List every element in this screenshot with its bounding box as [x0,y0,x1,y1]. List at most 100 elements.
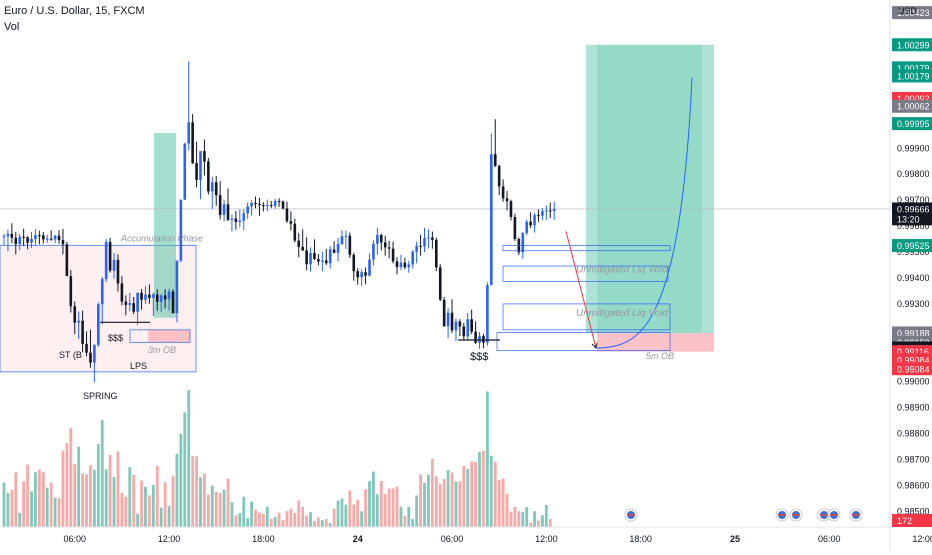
volume-bar [474,461,477,527]
void-label-upper: Unmitigated Liq Void [576,264,668,275]
st-label: ST (B [59,350,82,360]
candle [222,199,226,222]
candle [513,213,517,241]
time-tick-label: 24 [353,534,363,544]
symbol-title[interactable]: Euro / U.S. Dollar, 15, FXCM [4,5,145,17]
volume-bar [340,498,344,527]
candle [148,284,151,304]
volume-bar [360,511,364,527]
volume-bar [85,474,88,527]
volume-bar [206,494,210,527]
candle [104,239,108,282]
volume-bar [92,469,96,527]
svg-text:1.00092: 1.00092 [897,94,930,104]
candle [552,201,556,221]
candle [159,293,163,312]
candle [497,164,501,195]
volume-bar [18,512,22,527]
candle [214,176,218,206]
volume-bar [305,515,309,527]
price-label: 0.99525 [892,239,932,253]
price-tick-label: 0.98500 [897,506,930,516]
candle [140,289,143,310]
price-tick-label: 0.98600 [897,480,930,490]
volume-bar [533,511,536,527]
candle [254,196,257,209]
candle [454,318,458,342]
candle [415,241,418,264]
volume-bar [65,443,69,527]
candle [266,199,269,212]
candle [427,229,430,249]
candle [423,227,426,253]
candle [462,322,466,340]
price-tick-label: 0.99300 [897,299,930,309]
candle [218,181,222,220]
volume-bar [344,504,348,527]
candle [324,248,328,265]
price-label: 172 [892,514,932,528]
volume-indicator-label[interactable]: Vol [4,21,20,33]
event-flag-icon [817,508,831,522]
volume-bar [427,474,430,527]
price-label: 1.00299 [892,38,932,52]
candle [379,233,383,251]
event-flag-icon [624,508,638,522]
entry-zone [154,133,176,318]
volume-bar [505,493,509,527]
volume-bar [348,490,352,527]
volume-bar [148,495,151,527]
volume-bar [415,495,419,527]
volume-bar [81,473,84,527]
event-flag-icon [849,508,863,522]
volume-bar [183,412,187,527]
candle [340,230,344,246]
volume-bar [423,482,426,527]
volume-bar [57,498,61,527]
volume-bar [246,518,250,527]
candle [332,241,336,254]
volume-bar [434,476,438,527]
volume-bar [356,499,360,527]
volume-bar [195,456,198,527]
svg-text:1.00179: 1.00179 [897,63,930,73]
volume-bar [269,518,273,527]
volume-bar [368,481,371,527]
candle [399,254,403,270]
candle [395,257,399,275]
candle [112,253,116,279]
candle [26,236,29,250]
volume-bar [328,523,332,527]
candle [22,228,25,246]
volume-bar [446,469,450,527]
candle [179,199,183,263]
svg-text:0.99084: 0.99084 [897,364,930,374]
price-scale-currency[interactable]: USD [898,6,918,16]
volume-bar [100,420,104,527]
candle [490,133,493,286]
volume-bar [293,512,297,527]
volume-bar [273,516,277,527]
candle [387,240,391,259]
volume-bar [544,504,548,527]
volume-bar [30,491,33,527]
volume-bar [513,506,517,527]
volume-bar [336,500,340,527]
volume-bar [529,522,533,527]
candle [42,232,45,244]
volume-bar [548,519,552,527]
candle [376,227,379,255]
candle [356,268,359,285]
volume-bar [238,513,242,527]
ob-label-right: 5m OB [646,351,674,361]
volume-bar [61,450,65,527]
time-tick-label: 18:00 [252,534,275,544]
liq-void-box-lower [502,303,671,331]
volume-bar [525,507,529,527]
candle [136,292,139,325]
volume-bar [332,508,336,527]
event-flag-icon [775,508,789,522]
candle [438,264,442,302]
